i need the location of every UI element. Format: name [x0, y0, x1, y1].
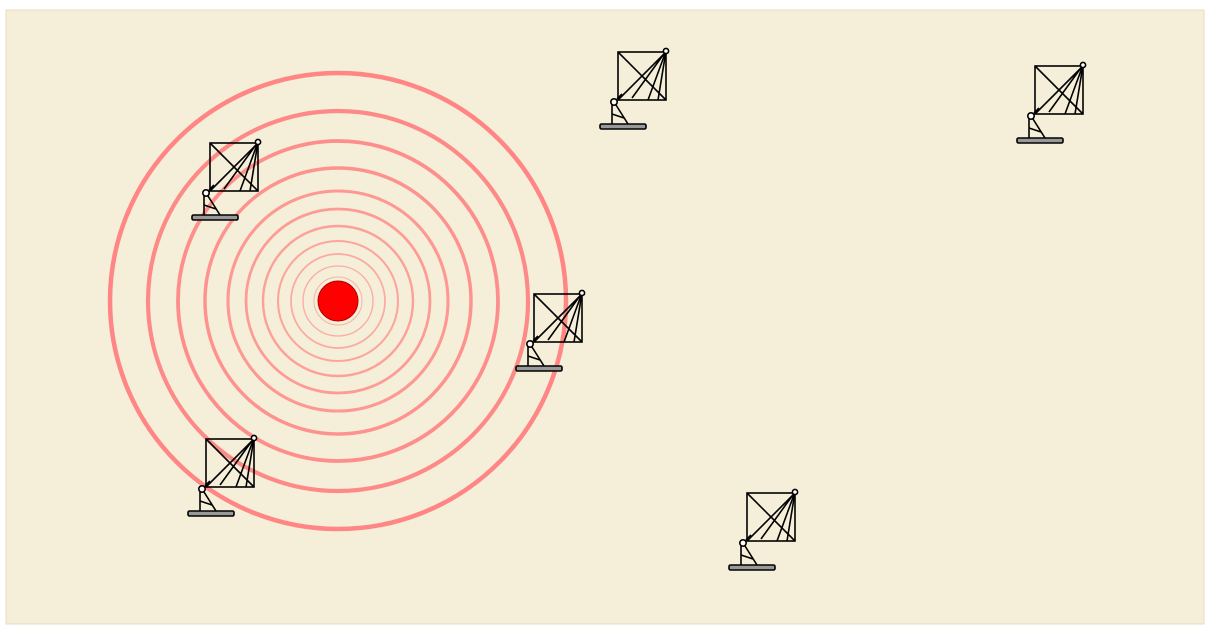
- antenna-feed-tip: [1079, 61, 1087, 69]
- antenna-pivot: [610, 97, 619, 106]
- antenna-base: [1016, 137, 1064, 144]
- antenna-feed-line: [631, 50, 667, 99]
- antenna-mount-brace: [611, 113, 625, 119]
- antenna-feed-line: [1074, 64, 1084, 115]
- antenna-dish-frame: [209, 142, 259, 192]
- antenna-arm: [616, 93, 623, 100]
- antenna-base: [191, 214, 239, 221]
- antenna-arm: [745, 534, 752, 541]
- antenna-diagonal: [209, 142, 259, 192]
- wavefront-ring: [261, 224, 415, 378]
- antenna-dish-frame: [1034, 65, 1084, 115]
- wavefront-ring: [226, 189, 450, 413]
- antenna-mount-brace: [199, 500, 213, 506]
- dish-antenna-icon: [599, 47, 670, 130]
- antenna-base: [187, 510, 235, 517]
- dish-antenna-icon: [187, 434, 258, 517]
- antenna-dish-frame: [205, 438, 255, 488]
- antenna-feed-line: [786, 491, 796, 542]
- antenna-feed-tip: [791, 488, 799, 496]
- dish-antenna-icon: [1016, 61, 1087, 144]
- antenna-feed-line: [219, 437, 255, 486]
- antenna-base: [599, 123, 647, 130]
- wavefront-ring: [290, 253, 386, 349]
- wavefront-ring: [145, 108, 531, 494]
- antenna-base: [515, 365, 563, 372]
- antenna-mount-leg: [1032, 118, 1046, 139]
- antenna-feed-line: [235, 437, 255, 488]
- antenna-mount-leg: [207, 195, 221, 216]
- dish-antenna-icon: [191, 138, 262, 221]
- antenna-feed-line: [245, 437, 255, 488]
- antenna-arm: [208, 184, 215, 191]
- antenna-mount-brace: [1028, 127, 1042, 133]
- antenna-feed-line: [1048, 64, 1084, 113]
- wavefront-rings: [107, 70, 569, 532]
- antenna-mount-brace: [203, 204, 217, 210]
- antenna-feed-line: [1064, 64, 1084, 115]
- antenna-pivot: [202, 188, 211, 197]
- antenna-feed-line: [760, 491, 796, 540]
- antenna-feed-line: [547, 292, 583, 341]
- antenna-pivot: [198, 484, 207, 493]
- antenna-dish-frame: [617, 51, 667, 101]
- wavefront-ring: [302, 265, 374, 337]
- dish-antenna-icon: [515, 289, 586, 372]
- wavefront-ring: [276, 239, 400, 363]
- antenna-feed-line: [249, 141, 259, 192]
- wavefront-ring: [203, 166, 473, 436]
- antenna-diagonal: [533, 293, 583, 343]
- antenna-feed-line: [776, 491, 796, 542]
- antenna-diagonal: [746, 492, 796, 542]
- antenna-diagonal: [1034, 65, 1084, 115]
- antenna-feed-line: [573, 292, 583, 343]
- antenna-arm: [532, 335, 539, 342]
- antenna-pivot: [739, 538, 748, 547]
- antenna-feed-tip: [662, 47, 670, 55]
- antenna-feed-tip: [254, 138, 262, 146]
- antenna-feed-line: [647, 50, 667, 101]
- antenna-feed-line: [223, 141, 259, 190]
- diagram-background: [5, 9, 1205, 625]
- antenna-diagonal: [617, 51, 667, 101]
- signal-source-dot: [317, 280, 359, 322]
- wavefront-ring: [244, 207, 432, 395]
- antenna-pivot: [1027, 111, 1036, 120]
- antenna-arm: [1033, 107, 1040, 114]
- antenna-feed-tip: [250, 434, 258, 442]
- wavefront-ring: [176, 139, 500, 463]
- antenna-base: [728, 564, 776, 571]
- antenna-mount-leg: [531, 346, 545, 367]
- antenna-feed-tip: [578, 289, 586, 297]
- antenna-mount-leg: [203, 491, 217, 512]
- wavefront-ring: [107, 70, 569, 532]
- antenna-diagonal: [205, 438, 255, 488]
- antenna-arm: [204, 480, 211, 487]
- wavefront-ring: [313, 276, 363, 326]
- antenna-feed-line: [657, 50, 667, 101]
- dish-antenna-icon: [728, 488, 799, 571]
- antenna-feed-line: [239, 141, 259, 192]
- antenna-group: [187, 47, 1087, 571]
- antenna-pivot: [526, 339, 535, 348]
- antenna-feed-line: [563, 292, 583, 343]
- antenna-mount-leg: [615, 104, 629, 125]
- antenna-dish-frame: [746, 492, 796, 542]
- antenna-dish-frame: [533, 293, 583, 343]
- antenna-mount-leg: [744, 545, 758, 566]
- antenna-mount-brace: [527, 355, 541, 361]
- antenna-mount-brace: [740, 554, 754, 560]
